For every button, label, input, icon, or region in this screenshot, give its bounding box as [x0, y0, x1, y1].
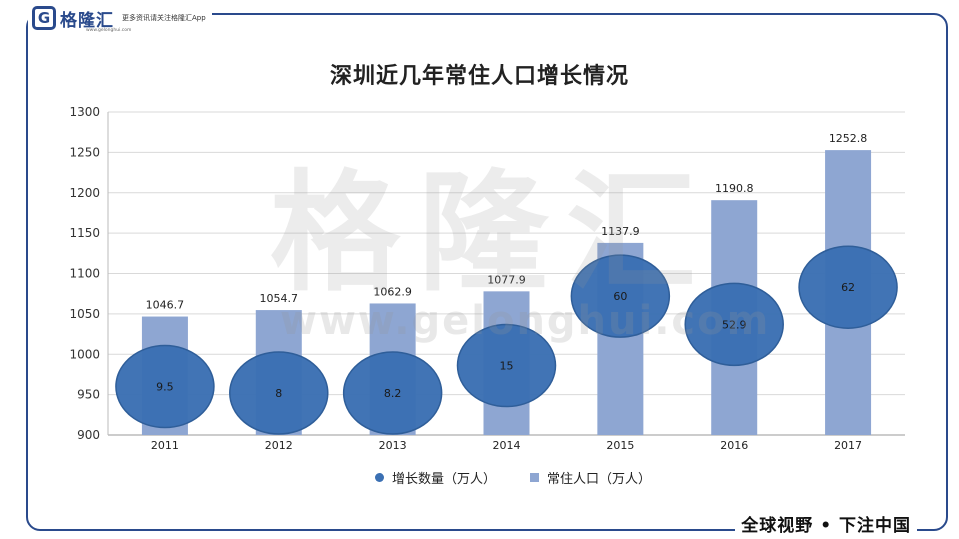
footer-slogan: 全球视野 • 下注中国	[735, 511, 917, 536]
growth-bubble	[229, 351, 329, 435]
x-tick-label: 2014	[493, 439, 521, 452]
y-tick-label: 1300	[69, 105, 100, 119]
growth-value-label: 60	[613, 290, 627, 303]
y-tick-label: 1150	[69, 226, 100, 240]
growth-bubble	[684, 282, 784, 367]
legend-label-growth: 增长数量（万人）	[392, 472, 497, 487]
x-tick-label: 2015	[606, 439, 634, 452]
y-tick-label: 950	[77, 388, 100, 402]
legend-square-icon	[530, 473, 539, 482]
x-tick-label: 2011	[151, 439, 179, 452]
logo-tagline: 更多资讯请关注格隆汇App	[122, 14, 206, 22]
growth-value-label: 15	[500, 360, 514, 373]
y-tick-label: 1100	[69, 267, 100, 281]
logo-url: www.gelonghui.com	[86, 28, 132, 33]
legend-item-population: 常住人口（万人）	[530, 468, 651, 487]
growth-bubble	[570, 254, 671, 338]
x-tick-label: 2012	[265, 439, 293, 452]
population-value-label: 1137.9	[601, 225, 640, 238]
growth-bubble	[456, 323, 557, 408]
y-tick-label: 1200	[69, 186, 100, 200]
population-value-label: 1190.8	[715, 182, 754, 195]
logo-mark-icon: G	[32, 6, 56, 30]
y-tick-label: 1050	[69, 307, 100, 321]
y-tick-label: 900	[77, 428, 100, 442]
population-value-label: 1062.9	[373, 285, 412, 298]
growth-value-label: 62	[841, 281, 855, 294]
logo-text: 格隆汇	[60, 10, 114, 31]
growth-value-label: 8	[275, 387, 282, 400]
x-tick-label: 2016	[720, 439, 748, 452]
chart-title: 深圳近几年常住人口增长情况	[329, 63, 629, 89]
legend-circle-icon	[375, 473, 384, 482]
x-tick-label: 2013	[379, 439, 407, 452]
legend-label-population: 常住人口（万人）	[547, 472, 652, 487]
population-value-label: 1046.7	[146, 299, 185, 312]
growth-bubble	[798, 245, 898, 329]
population-value-label: 1054.7	[260, 292, 299, 305]
growth-bubble	[342, 351, 443, 435]
y-tick-label: 1250	[69, 145, 100, 159]
population-value-label: 1077.9	[487, 273, 526, 286]
growth-bubble	[115, 344, 215, 429]
growth-value-label: 9.5	[156, 381, 174, 394]
population-value-label: 1252.8	[829, 132, 868, 145]
y-tick-label: 1000	[69, 347, 100, 361]
growth-value-label: 8.2	[384, 387, 402, 400]
brand-logo: G 格隆汇 更多资讯请关注格隆汇App www.gelonghui.com	[28, 3, 212, 33]
x-tick-label: 2017	[834, 439, 862, 452]
legend-item-growth: 增长数量（万人）	[375, 468, 496, 487]
slide-frame	[26, 13, 948, 531]
growth-value-label: 52.9	[722, 318, 747, 331]
